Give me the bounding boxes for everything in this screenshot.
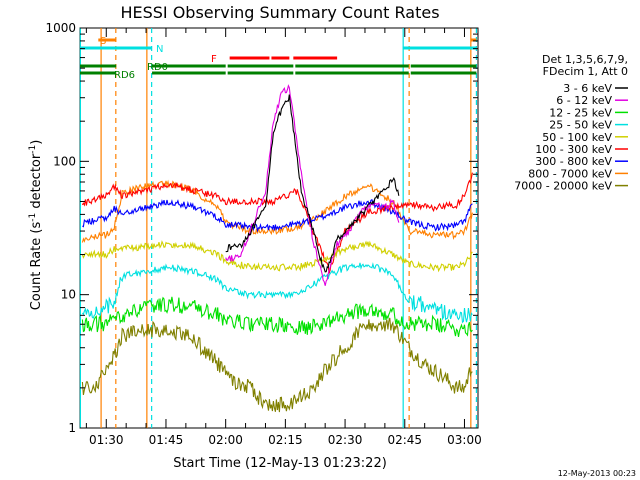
flag-bar-label: RD6: [114, 70, 135, 81]
legend-entry-label: 25 - 50 keV: [549, 119, 612, 132]
footer-date: 12-May-2013 00:23: [558, 469, 636, 478]
chart-title: HESSI Observing Summary Count Rates: [120, 3, 439, 22]
x-tick-label: 03:00: [447, 433, 482, 447]
x-tick-label: 02:30: [328, 433, 363, 447]
flag-bar-label: S: [100, 36, 106, 47]
y-axis-label-sup: -1: [28, 213, 38, 222]
legend-entry-label: 50 - 100 keV: [542, 131, 612, 144]
y-axis-label-sup: -1: [28, 145, 38, 154]
series-line-9: [81, 317, 473, 413]
series-line-1: [225, 94, 400, 273]
x-tick-label: 02:15: [268, 433, 303, 447]
series-line-3: [81, 296, 473, 337]
series-line-7: [82, 198, 473, 233]
plot-layer: S N F RD0 RD6 1 10 100 1000 01:30 01:45 02:00 02:15 0…: [45, 21, 481, 447]
legend-entry-label: 100 - 300 keV: [535, 143, 612, 156]
legend-entry-label: 12 - 25 keV: [549, 106, 612, 119]
y-tick-label: 1000: [45, 21, 76, 35]
legend-entry-label: 6 - 12 keV: [556, 94, 612, 107]
series-line-8: [81, 179, 473, 243]
series-line-4: [81, 262, 473, 324]
y-axis-label-part: ): [29, 140, 44, 145]
legend-entry-label: 800 - 7000 keV: [528, 167, 612, 180]
series-line-2: [225, 84, 400, 286]
legend-header-line: FDecim 1, Att 0: [543, 65, 628, 78]
series-line-5: [81, 240, 473, 273]
legend-entry-label: 7000 - 20000 keV: [514, 180, 612, 193]
flag-bar-label: F: [211, 54, 217, 65]
x-axis-label: Start Time (12-May-13 01:23:22): [173, 456, 387, 471]
y-tick-label: 100: [53, 154, 76, 168]
legend-entry-label: 300 - 800 keV: [535, 155, 612, 168]
legend-entry-label: 3 - 6 keV: [563, 82, 612, 95]
y-tick-label: 10: [61, 288, 76, 302]
x-tick-label: 01:45: [149, 433, 184, 447]
x-tick-label: 01:30: [89, 433, 124, 447]
flag-bar-label: N: [156, 44, 163, 55]
x-tick-label: 02:45: [387, 433, 422, 447]
flag-bar-label: RD0: [147, 62, 168, 73]
x-tick-label: 02:00: [208, 433, 243, 447]
series-line-6: [81, 172, 473, 274]
legend-header-line: Det 1,3,5,6,7,9,: [542, 53, 628, 66]
y-tick-label: 1: [68, 421, 76, 435]
y-axis-label-part: detector: [29, 153, 44, 213]
y-axis-label: Count Rate (s-1 detector-1): [28, 140, 44, 311]
legend: Det 1,3,5,6,7,9,FDecim 1, Att 0 3 - 6 keV…: [514, 53, 628, 193]
y-axis-label-part: Count Rate (s: [29, 222, 44, 311]
